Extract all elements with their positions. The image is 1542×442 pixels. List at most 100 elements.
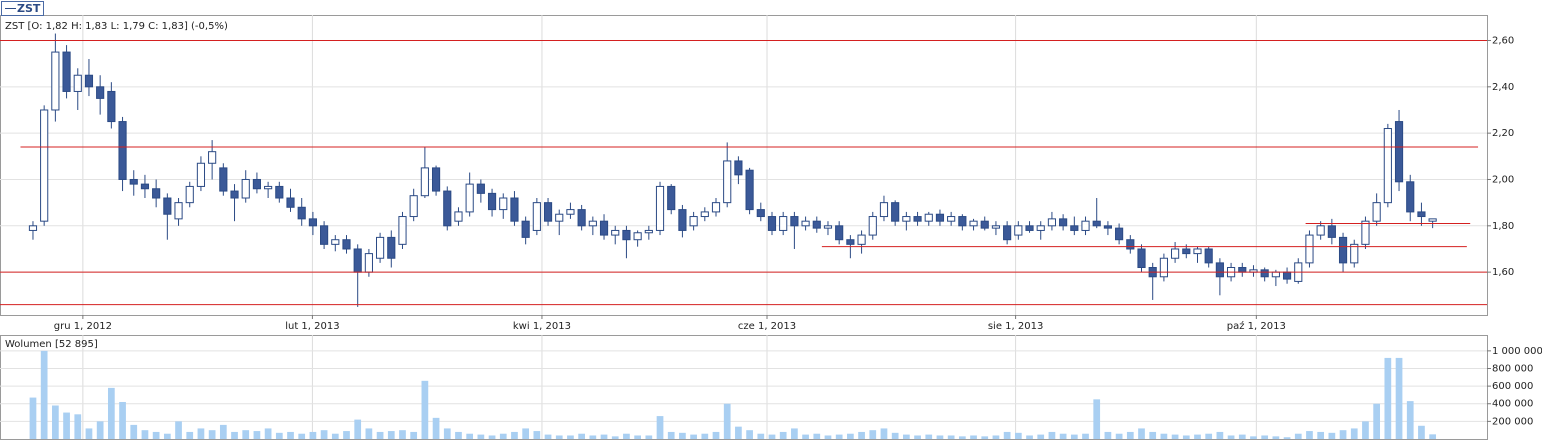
candle-body (1014, 225, 1023, 236)
volume-y-tick-label: 400 000 (1492, 399, 1533, 410)
volume-bar (399, 430, 406, 439)
candle-body (1361, 220, 1370, 245)
legend-box (1, 1, 44, 16)
candle-body (868, 216, 877, 236)
volume-bar (1328, 432, 1336, 439)
candle-body (723, 160, 732, 204)
candle-body (1417, 211, 1426, 218)
candle-body (1115, 227, 1124, 241)
volume-bar (186, 431, 194, 439)
volume-bar (1395, 357, 1403, 439)
candle-body (376, 236, 385, 259)
candle-body (342, 239, 351, 250)
volume-bar (1037, 434, 1045, 439)
candle-body (577, 209, 586, 227)
candle-body (140, 183, 150, 190)
y-tick-label: 2,40 (1492, 82, 1514, 93)
volume-bar (656, 416, 664, 439)
volume-bar (981, 436, 989, 439)
volume-bar (522, 428, 530, 439)
candle-body (443, 190, 452, 227)
volume-bar (813, 433, 821, 439)
candle-body (398, 216, 407, 245)
candle-body (487, 192, 497, 211)
volume-bar (219, 424, 227, 439)
volume-bar (96, 421, 104, 439)
candle-body (1081, 220, 1090, 231)
candle-body (1238, 267, 1247, 273)
volume-bar (29, 397, 37, 439)
volume-bar (768, 434, 776, 439)
volume-bar (1003, 431, 1011, 439)
candle-body (969, 220, 978, 227)
volume-bar (690, 434, 697, 439)
candle-body (241, 178, 250, 199)
candle-body (947, 216, 956, 222)
candle-body (96, 86, 105, 99)
volume-bar (1350, 428, 1358, 439)
candle-body (1137, 248, 1146, 269)
volume-bar (231, 431, 238, 439)
volume-bar (533, 431, 541, 439)
volume-bar (309, 431, 317, 439)
volume-bar (735, 426, 742, 439)
volume-bar (242, 430, 250, 439)
candle-body (1171, 248, 1180, 259)
volume-y-tick-label: 200 000 (1492, 416, 1533, 427)
candle-body (219, 167, 228, 192)
candle-body (846, 239, 855, 245)
volume-bar (914, 435, 921, 439)
volume-bar (85, 428, 93, 439)
volume-bar (1227, 435, 1235, 439)
candle-body (51, 51, 60, 111)
volume-bar (1026, 435, 1033, 439)
volume-bar (1283, 437, 1291, 439)
x-tick-label: cze 1, 2013 (738, 321, 796, 332)
y-tick-label: 1,60 (1492, 267, 1514, 278)
candle-body (185, 185, 194, 204)
volume-y-tick-label: 600 000 (1492, 381, 1533, 392)
volume-bar (197, 428, 205, 439)
candle-body (1372, 202, 1381, 222)
candle-body (812, 220, 821, 229)
candle-body (913, 216, 922, 222)
candle-body (1103, 225, 1112, 229)
volume-bar (645, 435, 653, 439)
candle-body (107, 90, 116, 123)
candle-body (599, 220, 609, 236)
volume-bar (1082, 433, 1089, 439)
volume-bar (1406, 401, 1414, 439)
volume-bar (1272, 436, 1280, 439)
volume-bar (63, 412, 70, 439)
candle-body (1316, 225, 1325, 236)
candle-body (1394, 121, 1404, 183)
volume-bar (835, 434, 843, 439)
volume-bar (74, 414, 82, 439)
volume-bar (858, 431, 865, 439)
volume-bar (1160, 433, 1168, 439)
volume-bar (488, 435, 496, 439)
volume-bar (589, 435, 597, 439)
candle-body (308, 218, 317, 227)
volume-bar (376, 431, 384, 439)
candle-body (879, 202, 889, 218)
candle-body (734, 160, 743, 176)
candle-body (745, 169, 754, 211)
volume-bar (163, 433, 171, 439)
candle-body (1047, 218, 1057, 227)
candle-body (73, 74, 82, 92)
candle-body (1350, 243, 1359, 264)
volume-bar (1171, 434, 1179, 439)
candle-body (790, 216, 799, 227)
volume-bar (1238, 434, 1246, 439)
volume-bar (925, 434, 933, 439)
y-tick-label: 2,60 (1492, 35, 1514, 46)
candle-body (1025, 225, 1034, 231)
volume-bar (880, 428, 888, 439)
candle-body (1204, 248, 1213, 264)
candle-body (1036, 225, 1045, 231)
candle-body (84, 74, 94, 88)
candle-body (40, 109, 49, 222)
candle-body (555, 213, 564, 222)
